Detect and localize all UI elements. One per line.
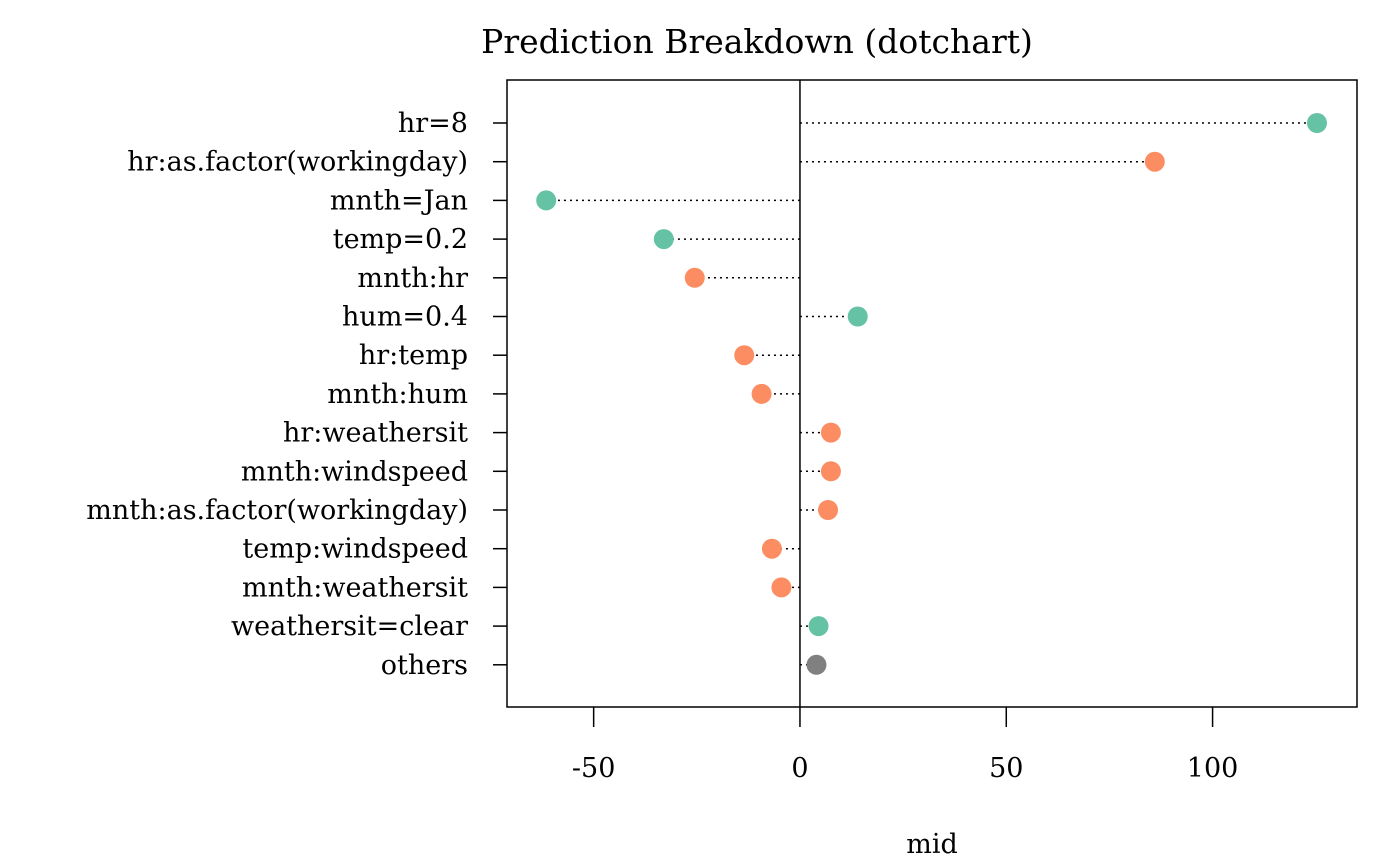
data-point <box>771 577 792 598</box>
y-tick-label: mnth:windspeed <box>241 456 468 487</box>
y-tick-label: mnth:weathersit <box>242 572 468 603</box>
data-point <box>847 306 868 327</box>
y-tick-label: mnth:hum <box>327 379 468 410</box>
data-point <box>1144 151 1165 172</box>
data-point <box>536 190 557 211</box>
data-point <box>808 616 829 637</box>
data-point <box>806 654 827 675</box>
data-point <box>761 538 782 559</box>
data-point <box>818 500 839 520</box>
data-point <box>734 345 755 366</box>
y-tick-label: others <box>381 650 468 681</box>
plot-frame <box>506 79 1358 708</box>
y-tick-label: temp=0.2 <box>333 224 468 255</box>
x-axis: -50 0 50 100 <box>572 707 1238 784</box>
y-tick-label: mnth=Jan <box>330 185 468 216</box>
data-point <box>820 461 841 482</box>
x-axis-label: mid <box>906 829 958 860</box>
x-tick-label: 0 <box>791 753 808 784</box>
x-tick-label: 100 <box>1187 753 1239 784</box>
y-tick-label: mnth:hr <box>357 263 468 294</box>
x-tick-label: -50 <box>572 753 615 784</box>
data-point <box>653 229 674 250</box>
y-tick-label: weathersit=clear <box>231 611 468 642</box>
y-tick-label: hum=0.4 <box>342 302 468 333</box>
data-point <box>1306 113 1327 133</box>
y-tick-label: hr:weathersit <box>283 418 468 449</box>
y-tick-label: hr:as.factor(workingday) <box>127 147 468 178</box>
y-axis: hr=8 hr:as.factor(workingday) mnth=Jan temp… <box>86 108 507 681</box>
data-point <box>751 383 772 404</box>
y-tick-label: temp:windspeed <box>242 534 468 565</box>
plot-area <box>506 79 1358 708</box>
x-tick-label: 50 <box>989 753 1023 784</box>
data-point <box>820 422 841 443</box>
y-tick-label: mnth:as.factor(workingday) <box>86 495 468 526</box>
y-tick-label: hr:temp <box>359 340 468 371</box>
chart-title: Prediction Breakdown (dotchart) <box>481 22 1033 61</box>
y-tick-label: hr=8 <box>398 108 468 139</box>
data-point <box>684 267 705 288</box>
